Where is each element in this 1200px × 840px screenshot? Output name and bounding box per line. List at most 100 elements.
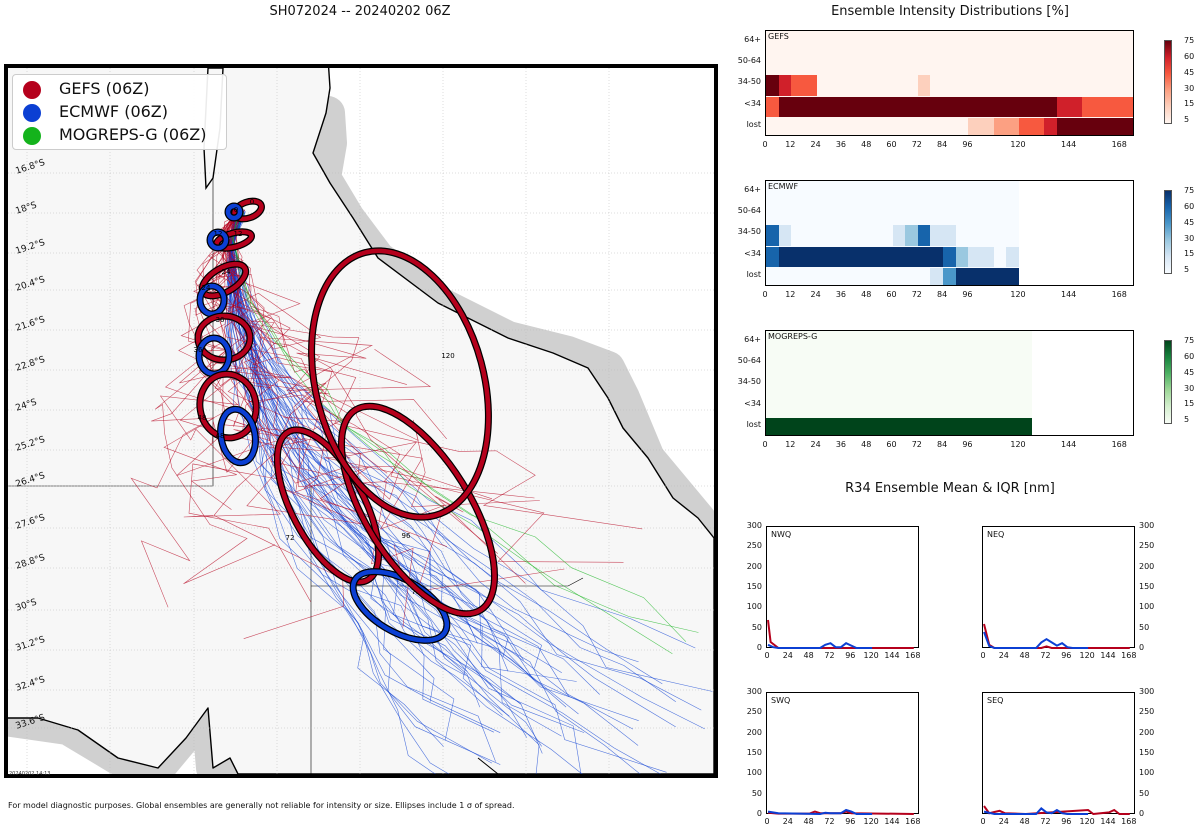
intensity-category-label: lost: [746, 419, 761, 429]
heatmap-cell: [778, 96, 792, 117]
heatmap-cell: [955, 267, 969, 285]
heatmap-background: [766, 31, 1133, 135]
intensity-x-tick: 24: [810, 440, 821, 449]
r34-x-tick: 144: [884, 651, 900, 660]
r34-y-tick: 200: [746, 727, 762, 737]
ensemble-track: [228, 209, 543, 754]
ensemble-track: [224, 209, 643, 530]
intensity-colorbar: [1164, 340, 1172, 424]
intensity-x-tick: 36: [835, 140, 846, 149]
heatmap-cell: [943, 267, 956, 285]
ensemble-track: [213, 210, 345, 639]
r34-y-tick: 150: [746, 582, 762, 591]
intensity-panel-name: ECMWF: [768, 182, 799, 191]
intensity-x-tick: 24: [810, 140, 821, 149]
intensity-x-tick: 72: [911, 140, 922, 149]
ellipse-label: 120: [441, 352, 454, 360]
ensemble-track: [226, 215, 501, 733]
heatmap-background: [766, 331, 1032, 435]
intensity-panel-mogreps-g: MOGREPS-G: [765, 330, 1134, 436]
r34-x-tick: 24: [782, 817, 793, 826]
intensity-panel-name: MOGREPS-G: [768, 332, 818, 341]
legend-item-ecmwf: ECMWF (06Z): [23, 101, 168, 123]
intensity-category-label: <34: [744, 98, 761, 108]
colorbar-tick: 5: [1184, 115, 1190, 125]
ensemble-track: [229, 209, 455, 741]
intensity-x-tick: 120: [1010, 440, 1026, 449]
track-map[interactable]: 0 0 12 12 24 24 36 36 48 48 72 72 96 120 16.8°S 18°S 19…: [4, 64, 718, 778]
intensity-x-tick: 72: [911, 290, 922, 299]
r34-x-tick: 0: [980, 651, 986, 660]
r34-y-tick: 200: [746, 561, 762, 571]
r34-panel-seq: SEQ: [982, 692, 1135, 815]
legend-label-gefs: GEFS (06Z): [59, 79, 150, 98]
r34-x-tick: 72: [824, 651, 835, 660]
intensity-x-tick: 60: [886, 290, 897, 299]
r34-x-tick: 120: [863, 817, 879, 826]
colorbar-tick: 5: [1184, 415, 1190, 425]
r34-y-tick: 100: [746, 602, 762, 612]
r34-x-tick: 96: [845, 817, 856, 826]
r34-x-tick: 72: [1040, 817, 1051, 826]
r34-x-tick: 96: [1061, 817, 1072, 826]
r34-y-tick: 150: [746, 748, 762, 757]
intensity-category-label: 34-50: [737, 377, 761, 387]
heatmap-cell: [778, 225, 792, 246]
colorbar-tick: 15: [1184, 99, 1195, 109]
intensity-x-tick: 144: [1060, 440, 1077, 449]
ensemble-track: [228, 209, 624, 563]
ellipse-label: 36: [216, 316, 225, 324]
heatmap-cell: [791, 96, 1020, 117]
legend-label-mogreps: MOGREPS-G (06Z): [59, 125, 207, 144]
intensity-panel-name: GEFS: [768, 32, 789, 41]
colorbar-tick: 30: [1184, 383, 1195, 393]
r34-x-tick: 0: [980, 817, 986, 826]
intensity-category-label: 64+: [744, 185, 761, 194]
tasmania-outline: [477, 757, 499, 774]
heatmap-cell: [955, 246, 969, 267]
intensity-category-label: lost: [746, 269, 761, 279]
intensity-x-tick: 72: [911, 440, 922, 449]
r34-y-tick: 50: [1139, 622, 1150, 632]
r34-panel-name: NWQ: [771, 530, 792, 539]
colorbar-tick: 15: [1184, 249, 1195, 259]
intensity-category-label: 34-50: [737, 77, 761, 87]
intensity-x-tick: 96: [962, 140, 973, 149]
intensity-x-tick: 96: [962, 290, 973, 299]
r34-x-tick: 144: [1100, 651, 1116, 660]
heatmap-cell: [968, 267, 1020, 285]
heatmap-cell: [917, 246, 944, 267]
heatmap-cell: [778, 75, 792, 96]
ensemble-track: [226, 215, 540, 508]
intensity-x-tick: 48: [861, 140, 872, 149]
colorbar-tick: 75: [1184, 336, 1195, 345]
spread-ellipse: [224, 202, 244, 222]
r34-x-tick: 48: [1019, 817, 1030, 826]
land-mass: [8, 68, 714, 774]
ellipse-fill: [218, 406, 258, 466]
ensemble-track: [213, 211, 493, 500]
spread-ellipse: [196, 370, 260, 442]
intensity-title: Ensemble Intensity Distributions [%]: [831, 4, 1069, 19]
heatmap-cell: [993, 117, 1020, 135]
r34-y-tick: 300: [746, 687, 762, 696]
ellipse-label: 96: [402, 532, 411, 540]
spread-ellipse: [217, 405, 259, 467]
intensity-x-tick: 12: [785, 140, 796, 149]
colorbar-tick: 30: [1184, 83, 1195, 93]
r34-y-tick: 250: [1139, 707, 1155, 717]
ecmwf-marker-icon: [23, 103, 41, 122]
r34-x-tick: 144: [1100, 817, 1116, 826]
ellipse-fill: [197, 283, 227, 317]
ellipse-fill: [339, 403, 497, 617]
intensity-x-tick: 168: [1111, 290, 1127, 299]
intensity-x-tick: 0: [762, 140, 768, 149]
r34-y-tick: 250: [746, 707, 762, 717]
r34-x-tick: 24: [998, 817, 1009, 826]
intensity-x-tick: 48: [861, 290, 872, 299]
intensity-panel-gefs: GEFS: [765, 30, 1134, 136]
intensity-category-label: 50-64: [737, 206, 761, 216]
intensity-colorbar: [1164, 190, 1172, 274]
colorbar-tick: 45: [1184, 67, 1195, 77]
